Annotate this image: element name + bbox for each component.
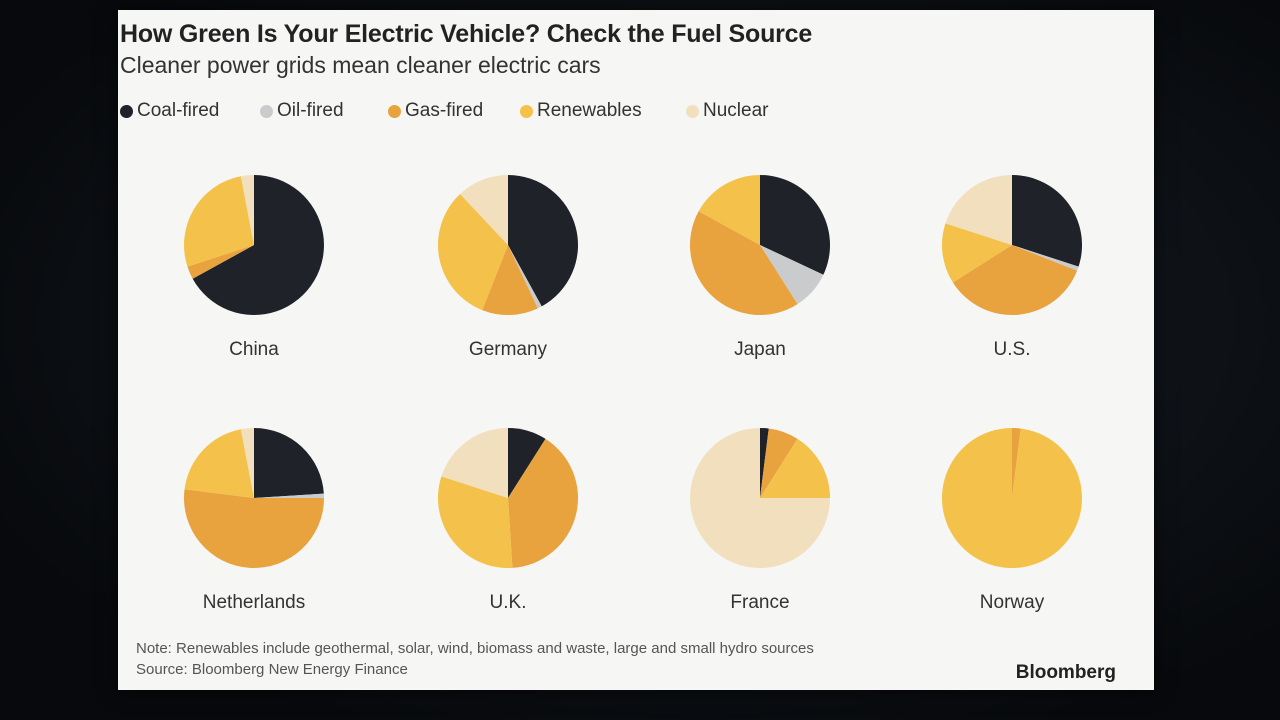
legend-label: Renewables [537,100,642,121]
pie-slice-renewables [438,193,508,311]
pie-label: Japan [734,339,786,360]
legend-item-gas-fired: Gas-fired [388,100,483,122]
pie-grid [184,175,1082,569]
pie-slice-gas-fired [760,428,798,498]
pie-slice-renewables [184,176,254,267]
legend-label: Coal-fired [137,100,220,121]
pie-slice-nuclear [945,175,1012,245]
pie-slice-coal-fired [1012,175,1082,267]
pie-slice-gas-fired [1012,428,1021,498]
legend-label: Nuclear [703,100,769,121]
pie-label: U.S. [993,339,1031,360]
pie-slice-coal-fired [760,175,830,275]
chart-subtitle: Cleaner power grids mean cleaner electri… [120,52,601,78]
legend-swatch [388,104,401,118]
pie-label: Germany [468,339,548,360]
pie-slice-renewables [698,175,760,245]
pie-slice-gas-fired [689,211,798,316]
legend-item-renewables: Renewables [520,100,642,122]
pie-slice-renewables [438,476,513,569]
pie-u-k- [438,428,578,569]
pie-label: Norway [979,592,1045,613]
pie-slice-nuclear [441,428,508,498]
pie-label: U.K. [489,592,527,613]
pie-slice-gas-fired [482,245,538,315]
chart-title: How Green Is Your Electric Vehicle? Chec… [120,20,813,48]
legend-swatch [686,104,699,118]
legend-label: Gas-fired [405,100,484,121]
legend-label: Oil-fired [277,100,344,121]
pie-slice-gas-fired [184,489,324,568]
footnote: Note: Renewables include geothermal, sol… [136,638,814,680]
pie-japan [689,175,830,316]
pie-slice-coal-fired [508,175,578,307]
pie-label: Netherlands [202,592,306,613]
pie-slice-renewables [941,223,1012,283]
pie-slice-coal-fired [508,428,546,498]
pie-slice-renewables [184,429,254,498]
pie-slice-coal-fired [254,428,324,498]
legend: Coal-fired Oil-fired Gas-fired Renewables Nu… [120,100,840,130]
pie-label: France [730,592,790,613]
pie-slice-gas-fired [187,245,254,279]
source-text: Source: Bloomberg New Energy Finance [136,661,408,678]
pie-slice-renewables [760,438,830,498]
pie-slice-oil-fired [760,245,824,305]
pie-slice-oil-fired [1012,245,1079,271]
pie-slice-renewables [941,428,1082,569]
pie-slice-gas-fired [508,438,578,568]
legend-swatch [520,104,533,118]
pie-germany [438,175,578,315]
legend-item-coal-fired: Coal-fired [120,100,219,122]
pie-slice-nuclear [240,175,254,245]
pie-slice-nuclear [690,428,830,568]
pie-slice-oil-fired [254,493,324,498]
pie-china [184,175,324,315]
pie-slice-nuclear [460,175,508,245]
pie-slice-nuclear [240,428,254,498]
pie-netherlands [184,428,324,568]
chart-slide: How Green Is Your Electric Vehicle? Chec… [118,10,1154,690]
legend-item-nuclear: Nuclear [686,100,768,122]
note-text: Note: Renewables include geothermal, sol… [136,640,814,657]
legend-swatch [260,104,273,118]
pie-slice-gas-fired [952,245,1078,315]
pie-slice-oil-fired [508,245,542,309]
legend-swatch [120,104,133,118]
pie-u-s- [941,175,1082,315]
brand-logo: Bloomberg [1015,662,1116,683]
pie-france [690,428,830,568]
legend-item-oil-fired: Oil-fired [260,100,344,122]
pie-slice-coal-fired [192,175,324,315]
pie-label: China [229,339,279,360]
pie-norway [941,428,1082,569]
pie-slice-coal-fired [760,428,769,498]
